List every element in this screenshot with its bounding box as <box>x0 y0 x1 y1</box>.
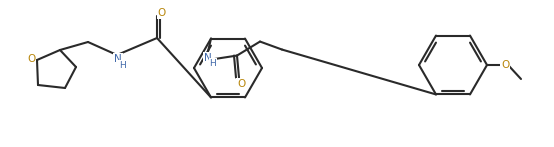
Text: O: O <box>27 54 35 64</box>
Text: H: H <box>209 59 217 68</box>
Text: O: O <box>501 60 509 70</box>
Text: O: O <box>158 8 166 18</box>
Text: N: N <box>204 53 212 63</box>
Text: H: H <box>119 61 125 70</box>
Text: N: N <box>114 54 122 64</box>
Text: O: O <box>237 78 245 88</box>
